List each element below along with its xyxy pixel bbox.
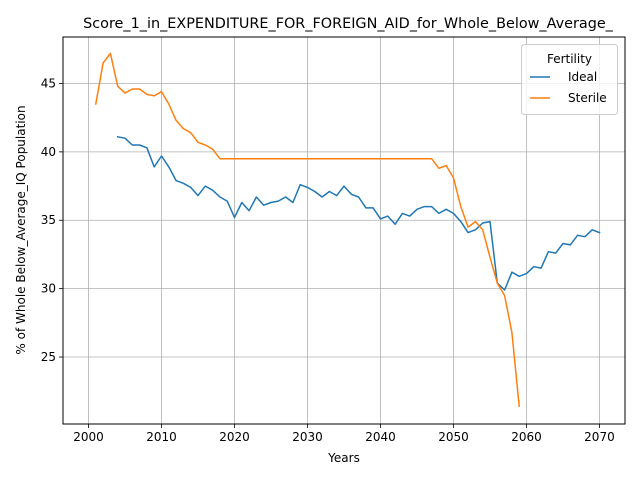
series-line-sterile [94, 52, 521, 408]
x-tick-label: 2060 [511, 430, 542, 444]
y-tick-label: 45 [41, 76, 56, 90]
legend: Fertility Ideal Sterile [521, 44, 618, 115]
legend-label-ideal: Ideal [568, 70, 597, 84]
x-tick-label: 2010 [146, 430, 177, 444]
y-tick-label: 35 [41, 213, 56, 227]
x-tick-label: 2050 [438, 430, 469, 444]
x-tick-label: 2000 [73, 430, 104, 444]
series-line-ideal [116, 135, 601, 291]
legend-box [521, 44, 618, 115]
x-tick-label: 2020 [219, 430, 250, 444]
y-axis-label: % of Whole Below_Average_IQ Population [14, 105, 28, 354]
plot-frame [62, 36, 626, 425]
x-tick-label: 2030 [292, 430, 323, 444]
legend-title: Fertility [547, 52, 592, 66]
axis-ticks: 2000 2010 2020 2030 2040 2050 2060 2070 25 30 35 40… [41, 76, 615, 444]
series-lines [94, 52, 601, 408]
legend-label-sterile: Sterile [568, 91, 607, 105]
chart-title: Score_1_in_EXPENDITURE_FOR_FOREIGN_AID_f… [83, 16, 614, 32]
y-tick-label: 40 [41, 145, 56, 159]
x-axis-label: Years [327, 451, 360, 465]
x-tick-label: 2040 [365, 430, 396, 444]
y-tick-label: 30 [41, 282, 56, 296]
y-tick-label: 25 [41, 350, 56, 364]
x-tick-label: 2070 [584, 430, 615, 444]
